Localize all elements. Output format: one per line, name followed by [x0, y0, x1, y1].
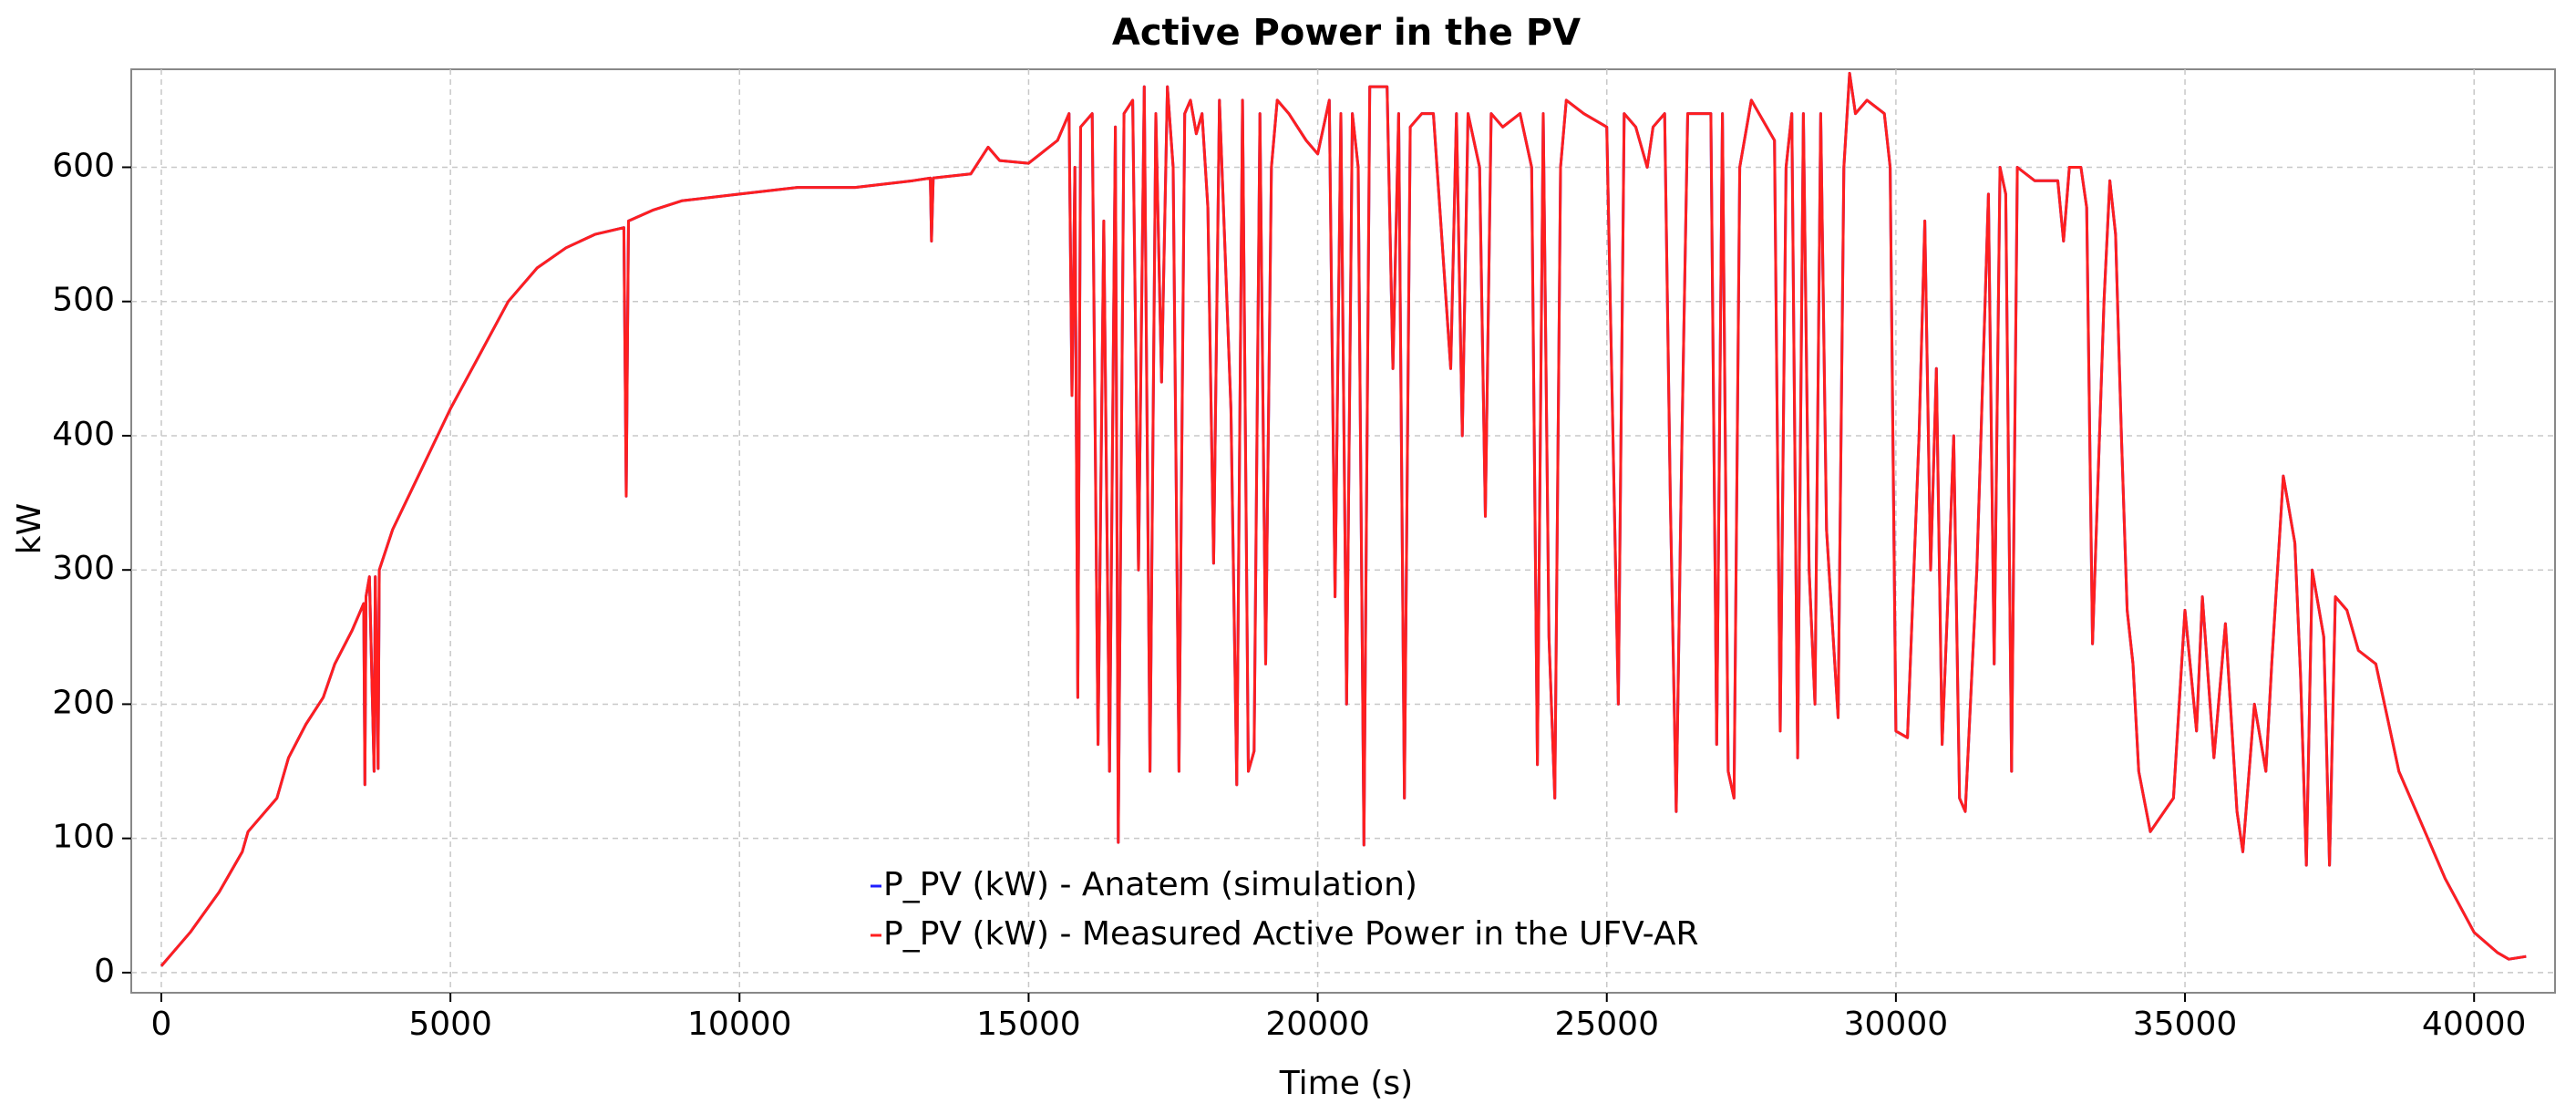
x-tick-label: 40000 [2422, 1006, 2527, 1043]
x-axis-label: Time (s) [1279, 1065, 1413, 1102]
y-tick-label: 400 [52, 416, 115, 453]
x-tick-label: 0 [151, 1006, 172, 1043]
chart-title: Active Power in the PV [1112, 12, 1581, 54]
x-tick-label: 35000 [2133, 1006, 2238, 1043]
y-tick-label: 600 [52, 147, 115, 184]
x-tick-label: 15000 [976, 1006, 1081, 1043]
y-axis-label: kW [11, 503, 48, 554]
y-tick-label: 500 [52, 282, 115, 319]
y-tick-label: 100 [52, 819, 115, 856]
y-tick-label: 0 [94, 953, 115, 990]
y-tick-label: 300 [52, 550, 115, 587]
x-tick-label: 20000 [1265, 1006, 1370, 1043]
x-tick-label: 5000 [408, 1006, 492, 1043]
y-tick-label: 200 [52, 684, 115, 721]
series-line [160, 71, 2527, 967]
x-tick-label: 30000 [1844, 1006, 1949, 1043]
legend-label: P_PV (kW) - Measured Active Power in the… [883, 915, 1698, 953]
x-tick-label: 25000 [1554, 1006, 1659, 1043]
x-tick-label: 10000 [687, 1006, 792, 1043]
legend-label: P_PV (kW) - Anatem (simulation) [883, 866, 1417, 903]
